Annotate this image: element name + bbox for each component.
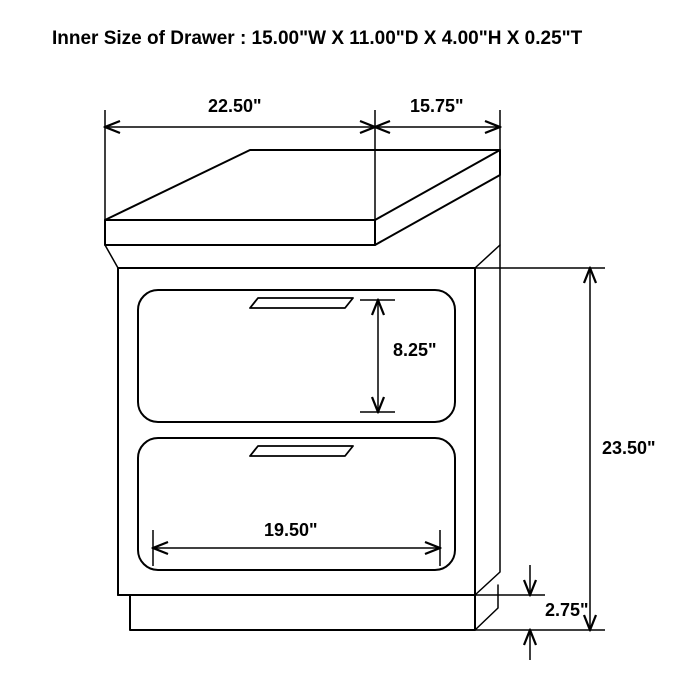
dim-base-height [475,565,545,660]
drawing-svg [0,0,700,700]
label-drawer-width: 19.50" [264,520,318,541]
label-total-height: 23.50" [602,438,656,459]
label-base-height: 2.75" [545,600,589,621]
dim-drawer-height [360,300,395,412]
dim-width [105,110,375,220]
label-width: 22.50" [208,96,262,117]
dim-total-height [475,268,605,630]
label-depth: 15.75" [410,96,464,117]
label-drawer-height: 8.25" [393,340,437,361]
diagram-canvas: Inner Size of Drawer : 15.00"W X 11.00"D… [0,0,700,700]
